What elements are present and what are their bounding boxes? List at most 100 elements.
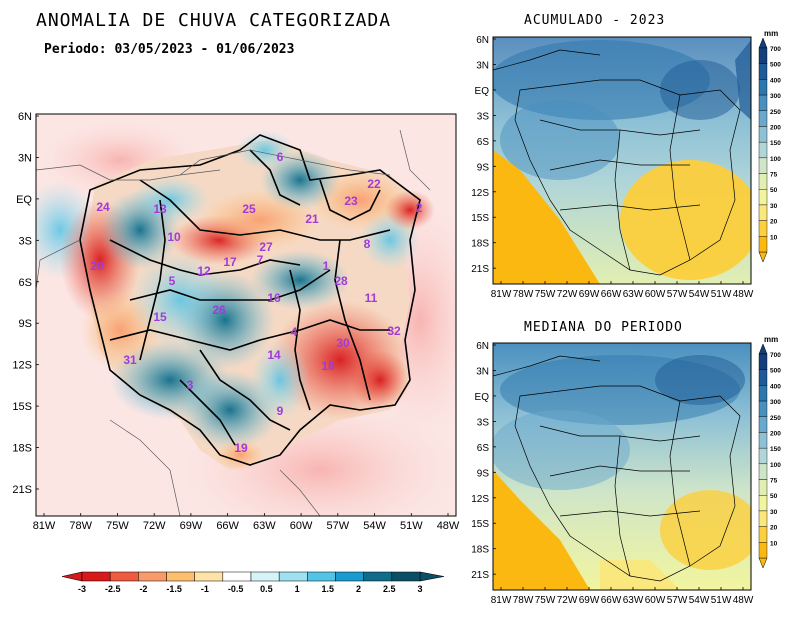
main-map-title: ANOMALIA DE CHUVA CATEGORIZADA: [36, 10, 392, 31]
acc-lon-label: 48W: [733, 289, 754, 300]
mm-colorbar-label: 20: [770, 525, 778, 532]
mm-colorbar-swatch: [758, 495, 768, 512]
med-lat-label: 18S: [471, 545, 489, 556]
basin-number: 19: [234, 441, 248, 455]
acc-lat-label: 12S: [471, 188, 489, 199]
med-lon-label: 63W: [623, 595, 644, 606]
mm-colorbar-swatch: [758, 463, 768, 480]
median-basin-lines: [493, 355, 741, 582]
med-lon-label: 81W: [491, 595, 512, 606]
colorbar-swatch: [391, 571, 421, 582]
mm-colorbar-label: 400: [770, 77, 781, 84]
main-lat-label: 9S: [19, 318, 32, 330]
main-lon-label: 66W: [216, 520, 239, 532]
acc-lat-label: 3N: [476, 60, 489, 71]
colorbar-swatch: [250, 571, 280, 582]
mm-colorbar-label: 50: [770, 493, 778, 500]
basin-number: 22: [367, 177, 381, 191]
colorbar-label: 1.5: [322, 584, 335, 594]
mm-colorbar-label: 500: [770, 62, 781, 69]
basin-number: 17: [223, 255, 237, 269]
mm-colorbar-swatch: [758, 236, 768, 253]
acc-lon-label: 72W: [557, 289, 578, 300]
colorbar-arrow-left: [61, 571, 83, 582]
median-map-frame: [492, 342, 752, 591]
colorbar-swatch: [363, 571, 393, 582]
median-mm-colorbar: mm 700 500 400 300 250 200 150 100 75 50 30 20 10: [758, 335, 781, 569]
main-lat-label: 3S: [19, 235, 32, 247]
colorbar-swatch: [335, 571, 364, 582]
mm-colorbar-label: 75: [770, 478, 778, 485]
acc-lat-label: 18S: [471, 239, 489, 250]
mm-colorbar-swatch: [758, 63, 768, 80]
med-lon-label: 66W: [601, 595, 622, 606]
mm-colorbar-swatch: [758, 110, 768, 127]
acc-lon-label: 57W: [667, 289, 688, 300]
main-lon-label: 69W: [180, 520, 203, 532]
med-lat-label: 21S: [471, 570, 489, 581]
accumulated-basin-lines: [493, 49, 741, 276]
basin-number: 18: [321, 359, 335, 373]
colorbar-label: 2.5: [383, 584, 396, 594]
main-lon-label: 72W: [143, 520, 166, 532]
main-lon-label: 54W: [363, 520, 386, 532]
mm-colorbar-label: 200: [770, 124, 781, 131]
med-lat-label: 15S: [471, 519, 489, 530]
basin-number: 31: [123, 353, 137, 367]
basin-number: 4: [291, 325, 298, 339]
colorbar-swatch: [222, 571, 252, 582]
colorbar-label: -3: [78, 584, 86, 594]
main-lat-label: 15S: [12, 401, 32, 413]
colorbar-swatch: [194, 571, 224, 582]
basin-number: 26: [212, 303, 226, 317]
basin-number: 32: [387, 324, 401, 338]
main-lat-label: 12S: [12, 360, 32, 372]
colorbar-label: -1.5: [166, 584, 182, 594]
mm-colorbar-label: 30: [770, 509, 778, 516]
main-lat-label: 6S: [19, 277, 32, 289]
basin-number: 21: [305, 212, 319, 226]
unit-label: mm: [764, 335, 778, 344]
colorbar-label: -2.5: [105, 584, 121, 594]
acc-lat-label: 21S: [471, 264, 489, 275]
acc-lat-label: EQ: [475, 86, 490, 97]
med-lon-label: 60W: [645, 595, 666, 606]
mm-colorbar-arrow-bottom: [758, 251, 768, 263]
mm-colorbar-swatch: [758, 510, 768, 527]
mm-colorbar-label: 30: [770, 203, 778, 210]
mm-colorbar-swatch: [758, 353, 768, 370]
basin-number: 12: [197, 264, 211, 278]
acc-lon-label: 69W: [579, 289, 600, 300]
mm-colorbar-swatch: [758, 385, 768, 402]
acc-lat-label: 15S: [471, 213, 489, 224]
main-lon-label: 75W: [106, 520, 129, 532]
acc-lat-label: 9S: [477, 162, 490, 173]
med-lat-label: 6S: [477, 443, 490, 454]
anomaly-field: [36, 114, 456, 516]
main-lon-label: 51W: [400, 520, 423, 532]
mm-colorbar-swatch: [758, 126, 768, 143]
med-lat-label: 6N: [476, 341, 489, 352]
mm-colorbar-arrow-bottom: [758, 557, 768, 569]
med-lat-label: 3S: [477, 417, 490, 428]
mm-colorbar-label: 250: [770, 415, 781, 422]
acc-lon-label: 54W: [689, 289, 710, 300]
acc-lat-label: 3S: [477, 111, 490, 122]
med-lat-label: 9S: [477, 468, 490, 479]
mm-colorbar-label: 75: [770, 172, 778, 179]
basin-number: 11: [365, 291, 378, 305]
mm-colorbar-label: 150: [770, 446, 781, 453]
main-lon-label: 78W: [69, 520, 92, 532]
basin-number: 2: [416, 201, 423, 215]
acc-lon-label: 63W: [623, 289, 644, 300]
acc-lat-label: 6S: [477, 137, 490, 148]
mm-colorbar-swatch: [758, 220, 768, 237]
main-lat-label: 21S: [12, 484, 32, 496]
mm-colorbar-swatch: [758, 94, 768, 111]
mm-colorbar-label: 400: [770, 383, 781, 390]
median-field: [493, 343, 751, 590]
anomaly-colorbar: -3 -2.5 -2 -1.5 -1 -0.5 0.5 1 1.5 2 2.5 3: [61, 571, 445, 594]
country-borders: [36, 129, 431, 516]
basin-number: 9: [277, 404, 284, 418]
